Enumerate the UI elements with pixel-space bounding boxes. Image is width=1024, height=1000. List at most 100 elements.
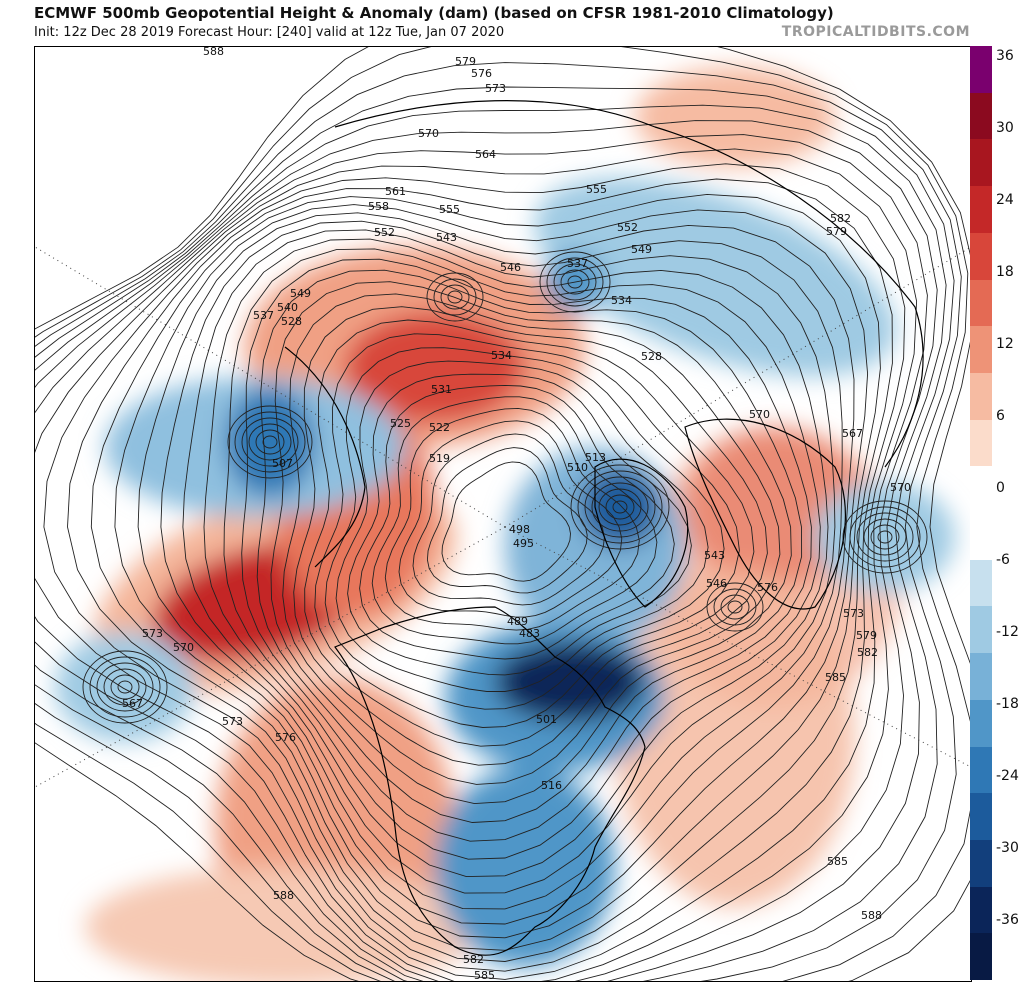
closed-contour <box>440 284 470 310</box>
closed-contour <box>713 588 757 626</box>
colorbar-segment <box>970 513 992 561</box>
contour-label: 573 <box>843 607 864 620</box>
closed-contour <box>103 668 147 706</box>
height-contour-line <box>67 178 893 962</box>
contour-label: 582 <box>857 646 878 659</box>
contour-label: 543 <box>704 549 725 562</box>
anomaly-negative-hudson-core <box>495 642 645 722</box>
height-contour-line <box>398 420 623 618</box>
closed-contour <box>89 656 161 718</box>
colorbar-segment <box>970 793 992 841</box>
contour-label: 570 <box>173 641 194 654</box>
contour-label: 516 <box>541 779 562 792</box>
height-contour-line <box>35 62 962 981</box>
height-contour-line <box>35 120 938 981</box>
closed-contour <box>720 594 750 620</box>
height-contour-line <box>35 86 955 981</box>
height-contour-line <box>35 104 947 981</box>
colorbar-segment <box>970 232 992 280</box>
meridian-line <box>35 246 506 528</box>
contour-label: 567 <box>122 697 143 710</box>
height-contour-line <box>347 373 692 676</box>
height-contour-line <box>203 238 829 878</box>
contour-label: 585 <box>827 855 848 868</box>
anomaly-negative-eastern-us <box>435 767 615 967</box>
colorbar-segment <box>970 886 992 934</box>
colorbar-segment <box>970 186 992 234</box>
contour-label: 528 <box>641 350 662 363</box>
anomaly-positive-asia <box>635 67 835 167</box>
contour-label: 543 <box>436 231 457 244</box>
colorbar-tick-label: -6 <box>996 552 1010 568</box>
closed-contour <box>877 530 893 544</box>
closed-contour <box>110 674 140 700</box>
contour-label: 519 <box>429 452 450 465</box>
colorbar-tick-label: -30 <box>996 840 1019 856</box>
height-contour-line <box>241 258 812 842</box>
colorbar-segment <box>970 699 992 747</box>
contour-label: 501 <box>536 713 557 726</box>
coastline-europe <box>684 418 846 610</box>
closed-contour <box>560 269 590 295</box>
contour-label: 537 <box>253 309 274 322</box>
colorbar-segment <box>970 372 992 421</box>
contour-label: 489 <box>507 615 528 628</box>
contour-label: 510 <box>567 461 588 474</box>
colorbar-segment <box>970 746 992 794</box>
contour-label: 588 <box>203 47 224 58</box>
contour-labels: 588 579 576 573 570 564 561 558 555 552 … <box>122 47 911 981</box>
site-watermark: TROPICALTIDBITS.COM <box>781 24 970 40</box>
contour-label: 573 <box>142 627 163 640</box>
colorbar-tick-label: 0 <box>996 480 1005 496</box>
height-contour-line <box>426 447 588 594</box>
colorbar-tick-label: 18 <box>996 264 1014 280</box>
closed-contour <box>612 500 628 514</box>
colorbar-segment <box>970 326 992 374</box>
contour-label: 579 <box>826 225 847 238</box>
contour-label: 540 <box>277 301 298 314</box>
anomaly-negative-siberia <box>534 177 896 377</box>
contour-label: 570 <box>749 408 770 421</box>
colorbar-segment <box>970 466 992 514</box>
contour-label: 585 <box>474 969 495 981</box>
contour-label: 576 <box>275 731 296 744</box>
height-contour-line <box>223 248 821 860</box>
contour-label: 552 <box>617 221 638 234</box>
map-canvas: 588 579 576 573 570 564 561 558 555 552 … <box>35 47 971 981</box>
anomaly-shading <box>55 67 955 981</box>
closed-contour <box>241 417 299 467</box>
closed-contour <box>598 488 642 526</box>
contour-label: 534 <box>491 349 512 362</box>
contour-label: 495 <box>513 537 534 550</box>
colorbar-segment <box>970 839 992 888</box>
closed-contour <box>234 411 306 473</box>
contour-label: 507 <box>272 457 293 470</box>
height-contour-line <box>335 360 709 692</box>
colorbar-tick-label: -18 <box>996 696 1019 712</box>
closed-contour <box>117 680 133 694</box>
contour-label: 579 <box>455 55 476 68</box>
height-contour-line <box>43 163 906 972</box>
contour-label: 585 <box>825 671 846 684</box>
contour-label: 576 <box>471 67 492 80</box>
map-panel[interactable]: 588 579 576 573 570 564 561 558 555 552 … <box>34 46 972 982</box>
height-contour-line <box>137 212 855 925</box>
contour-label: 570 <box>890 481 911 494</box>
closed-contour <box>842 500 928 574</box>
closed-contour <box>856 512 914 562</box>
closed-contour <box>706 582 764 632</box>
height-contour-line <box>35 47 971 981</box>
coastlines <box>284 100 924 956</box>
contour-label: 483 <box>519 627 540 640</box>
anomaly-negative-alaska-core <box>225 387 315 497</box>
closed-contour <box>577 470 663 544</box>
anomaly-negative-hawaii <box>55 632 195 742</box>
closed-contour <box>255 429 285 455</box>
height-contour-line <box>412 433 605 606</box>
closed-contour <box>584 476 656 538</box>
colorbar-segment <box>970 139 992 187</box>
closed-contour <box>262 435 278 449</box>
height-contour-line <box>160 220 843 910</box>
contour-label: 561 <box>385 185 406 198</box>
contour-label: 552 <box>374 226 395 239</box>
